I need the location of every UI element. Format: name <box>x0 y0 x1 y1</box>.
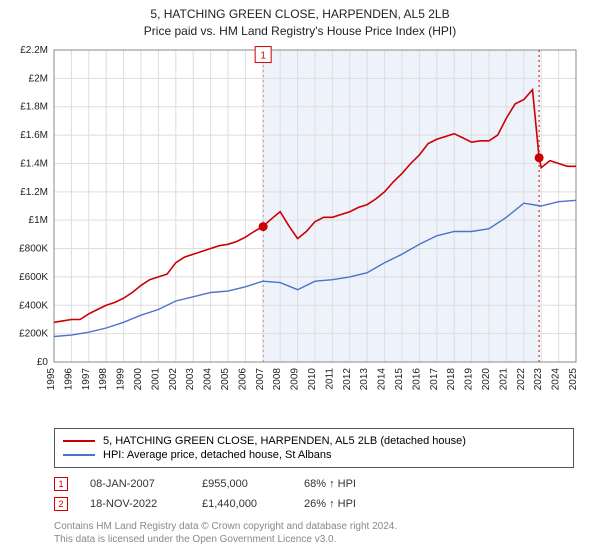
svg-text:1: 1 <box>260 50 266 61</box>
transaction-price: £955,000 <box>202 478 282 490</box>
transaction-date: 08-JAN-2007 <box>90 478 180 490</box>
chart-container: 5, HATCHING GREEN CLOSE, HARPENDEN, AL5 … <box>0 0 600 546</box>
legend-row: HPI: Average price, detached house, St A… <box>63 448 565 462</box>
svg-text:2009: 2009 <box>290 367 301 390</box>
legend-row: 5, HATCHING GREEN CLOSE, HARPENDEN, AL5 … <box>63 434 565 448</box>
svg-text:1995: 1995 <box>46 367 57 390</box>
transaction-row: 1 08-JAN-2007 £955,000 68% ↑ HPI <box>54 474 574 494</box>
svg-text:1998: 1998 <box>98 367 109 390</box>
svg-text:£2.2M: £2.2M <box>20 45 48 56</box>
transaction-pct: 26% ↑ HPI <box>304 498 384 510</box>
legend-label: HPI: Average price, detached house, St A… <box>103 449 332 461</box>
footer-note: Contains HM Land Registry data © Crown c… <box>54 520 574 546</box>
transaction-date: 18-NOV-2022 <box>90 498 180 510</box>
svg-text:2024: 2024 <box>551 367 562 390</box>
title-block: 5, HATCHING GREEN CLOSE, HARPENDEN, AL5 … <box>0 0 600 42</box>
transaction-marker: 2 <box>54 497 68 511</box>
svg-text:2010: 2010 <box>307 367 318 390</box>
transactions-table: 1 08-JAN-2007 £955,000 68% ↑ HPI 2 18-NOV-202… <box>54 474 574 514</box>
svg-text:1996: 1996 <box>63 367 74 390</box>
svg-text:£0: £0 <box>37 357 49 368</box>
svg-text:2013: 2013 <box>359 367 370 390</box>
footer-line-1: Contains HM Land Registry data © Crown c… <box>54 520 574 533</box>
svg-text:2008: 2008 <box>272 367 283 390</box>
svg-text:£1.8M: £1.8M <box>20 101 48 112</box>
svg-text:2025: 2025 <box>568 367 579 390</box>
svg-text:2020: 2020 <box>481 367 492 390</box>
svg-text:1997: 1997 <box>81 367 92 390</box>
svg-text:£800K: £800K <box>19 243 48 254</box>
svg-text:2007: 2007 <box>255 367 266 390</box>
svg-text:£1M: £1M <box>29 215 48 226</box>
svg-text:2023: 2023 <box>533 367 544 390</box>
legend: 5, HATCHING GREEN CLOSE, HARPENDEN, AL5 … <box>54 428 574 468</box>
svg-text:2014: 2014 <box>377 367 388 390</box>
svg-text:2001: 2001 <box>150 367 161 390</box>
title-line-2: Price paid vs. HM Land Registry's House … <box>0 23 600 40</box>
svg-text:2021: 2021 <box>498 367 509 390</box>
svg-text:1999: 1999 <box>116 367 127 390</box>
svg-text:2016: 2016 <box>411 367 422 390</box>
svg-text:2017: 2017 <box>429 367 440 390</box>
svg-text:£600K: £600K <box>19 272 48 283</box>
legend-swatch <box>63 440 95 442</box>
svg-text:2022: 2022 <box>516 367 527 390</box>
svg-text:2006: 2006 <box>237 367 248 390</box>
svg-text:2019: 2019 <box>464 367 475 390</box>
svg-text:£1.6M: £1.6M <box>20 130 48 141</box>
svg-text:2002: 2002 <box>168 367 179 390</box>
svg-text:£400K: £400K <box>19 300 48 311</box>
footer-line-2: This data is licensed under the Open Gov… <box>54 533 574 546</box>
svg-text:2012: 2012 <box>342 367 353 390</box>
svg-text:£1.2M: £1.2M <box>20 186 48 197</box>
svg-text:2015: 2015 <box>394 367 405 390</box>
chart-svg: £0 £200K £400K £600K £800K £1M £1.2M £1.4M £1.6M… <box>0 42 600 422</box>
legend-label: 5, HATCHING GREEN CLOSE, HARPENDEN, AL5 … <box>103 435 466 447</box>
chart-area: £0 £200K £400K £600K £800K £1M £1.2M £1.4M £1.6M… <box>0 42 600 422</box>
transaction-price: £1,440,000 <box>202 498 282 510</box>
svg-text:2005: 2005 <box>220 367 231 390</box>
svg-text:2000: 2000 <box>133 367 144 390</box>
svg-text:£2M: £2M <box>29 73 48 84</box>
transaction-pct: 68% ↑ HPI <box>304 478 384 490</box>
transaction-marker: 1 <box>54 477 68 491</box>
svg-text:£1.4M: £1.4M <box>20 158 48 169</box>
transaction-row: 2 18-NOV-2022 £1,440,000 26% ↑ HPI <box>54 494 574 514</box>
svg-text:£200K: £200K <box>19 328 48 339</box>
svg-text:2004: 2004 <box>203 367 214 390</box>
svg-text:2003: 2003 <box>185 367 196 390</box>
title-line-1: 5, HATCHING GREEN CLOSE, HARPENDEN, AL5 … <box>0 6 600 23</box>
svg-text:2011: 2011 <box>324 367 335 389</box>
legend-swatch <box>63 454 95 456</box>
svg-text:2018: 2018 <box>446 367 457 390</box>
